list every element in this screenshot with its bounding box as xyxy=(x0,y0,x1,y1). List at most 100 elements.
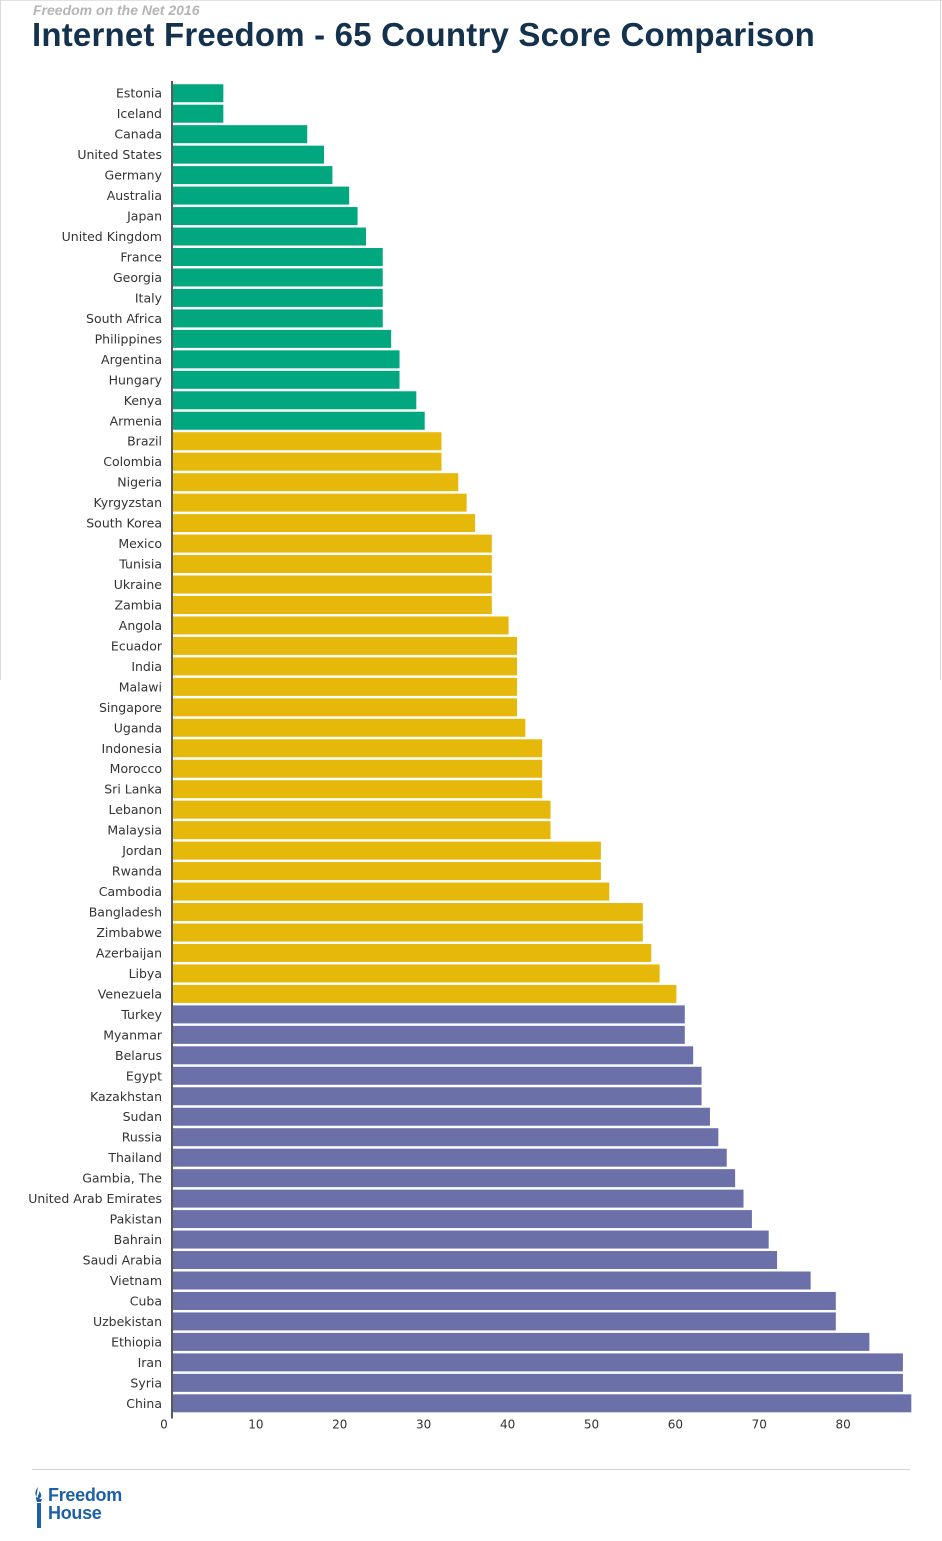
category-label-21: South Korea xyxy=(86,516,162,531)
bar-8 xyxy=(173,247,383,266)
bar-21 xyxy=(173,514,476,533)
bar-52 xyxy=(173,1148,727,1167)
bar-60 xyxy=(173,1312,836,1331)
category-label-27: Ecuador xyxy=(111,638,163,653)
bar-12 xyxy=(173,329,392,348)
bar-37 xyxy=(173,841,601,860)
category-label-13: Argentina xyxy=(101,352,162,367)
category-label-32: Indonesia xyxy=(102,741,162,756)
category-label-57: Saudi Arabia xyxy=(83,1253,162,1268)
category-label-43: Libya xyxy=(129,966,162,981)
category-label-0: Estonia xyxy=(116,86,162,101)
freedom-house-logo[interactable]: Freedom House xyxy=(32,1486,122,1530)
category-label-11: South Africa xyxy=(86,311,162,326)
category-label-59: Cuba xyxy=(130,1293,162,1308)
bar-58 xyxy=(173,1271,811,1290)
category-label-38: Rwanda xyxy=(112,864,162,879)
bar-35 xyxy=(173,800,551,819)
bar-32 xyxy=(173,739,543,758)
category-label-63: Syria xyxy=(130,1375,162,1390)
bar-31 xyxy=(173,718,526,737)
bar-2 xyxy=(173,125,308,144)
category-label-41: Zimbabwe xyxy=(96,925,162,940)
bar-48 xyxy=(173,1066,702,1085)
category-label-42: Azerbaijan xyxy=(96,945,162,960)
category-label-48: Egypt xyxy=(126,1068,162,1083)
logo-line-2: House xyxy=(48,1503,102,1523)
bar-23 xyxy=(173,555,492,574)
x-tick-label-5: 50 xyxy=(584,1418,599,1432)
x-tick-label-2: 20 xyxy=(332,1418,347,1432)
bar-44 xyxy=(173,984,677,1003)
category-label-33: Morocco xyxy=(110,761,162,776)
bar-3 xyxy=(173,145,325,164)
frame-right-border xyxy=(940,0,941,680)
x-tick-label-6: 60 xyxy=(668,1418,683,1432)
bar-17 xyxy=(173,432,442,451)
category-label-51: Russia xyxy=(122,1130,162,1145)
category-label-52: Thailand xyxy=(107,1150,162,1165)
chart-title: Internet Freedom - 65 Country Score Comp… xyxy=(32,16,816,53)
category-label-9: Georgia xyxy=(113,270,162,285)
bar-10 xyxy=(173,288,383,307)
torch-icon xyxy=(35,1487,42,1528)
bar-51 xyxy=(173,1128,719,1147)
category-label-28: India xyxy=(131,659,162,674)
bar-47 xyxy=(173,1046,694,1065)
bar-chart: Estonia Iceland Canada United States Germany… xyxy=(28,81,912,1432)
bar-16 xyxy=(173,411,425,430)
logo-line-1: Freedom xyxy=(48,1485,122,1505)
bar-46 xyxy=(173,1025,685,1044)
bar-62 xyxy=(173,1353,903,1372)
category-label-22: Mexico xyxy=(118,536,162,551)
x-tick-label-0: 0 xyxy=(160,1418,168,1432)
category-label-53: Gambia, The xyxy=(82,1171,162,1186)
bar-20 xyxy=(173,493,467,512)
category-label-23: Tunisia xyxy=(118,557,162,572)
x-tick-label-7: 70 xyxy=(752,1418,767,1432)
category-label-24: Ukraine xyxy=(114,577,163,592)
bar-61 xyxy=(173,1332,870,1351)
bar-28 xyxy=(173,657,517,676)
category-label-8: France xyxy=(120,249,162,264)
category-label-46: Myanmar xyxy=(103,1027,163,1042)
bar-40 xyxy=(173,903,643,922)
frame-left-border xyxy=(0,0,1,680)
bar-49 xyxy=(173,1087,702,1106)
bar-25 xyxy=(173,595,492,614)
report-kicker: Freedom on the Net 2016 xyxy=(33,2,200,18)
category-label-61: Ethiopia xyxy=(111,1334,162,1349)
bar-56 xyxy=(173,1230,769,1249)
category-label-45: Turkey xyxy=(120,1007,162,1022)
x-tick-label-3: 30 xyxy=(416,1418,431,1432)
x-tick-label-4: 40 xyxy=(500,1418,515,1432)
category-label-20: Kyrgyzstan xyxy=(94,495,163,510)
category-label-31: Uganda xyxy=(114,720,162,735)
category-label-26: Angola xyxy=(119,618,162,633)
bar-7 xyxy=(173,227,366,246)
bar-57 xyxy=(173,1251,778,1270)
category-label-39: Cambodia xyxy=(99,884,162,899)
category-label-7: United Kingdom xyxy=(62,229,162,244)
category-label-1: Iceland xyxy=(117,106,162,121)
bar-1 xyxy=(173,104,224,123)
bar-53 xyxy=(173,1169,736,1188)
category-label-34: Sri Lanka xyxy=(104,782,162,797)
bar-50 xyxy=(173,1107,710,1126)
category-label-3: United States xyxy=(77,147,162,162)
category-label-15: Kenya xyxy=(124,393,162,408)
category-label-62: Iran xyxy=(138,1355,162,1370)
category-label-60: Uzbekistan xyxy=(93,1314,162,1329)
category-label-56: Bahrain xyxy=(114,1232,162,1247)
bar-30 xyxy=(173,698,517,717)
bar-14 xyxy=(173,370,400,389)
category-label-17: Brazil xyxy=(127,434,162,449)
category-label-4: Germany xyxy=(105,168,163,183)
bar-54 xyxy=(173,1189,744,1208)
bar-5 xyxy=(173,186,350,205)
footer-divider xyxy=(32,1469,910,1470)
bar-45 xyxy=(173,1005,685,1024)
bar-42 xyxy=(173,943,652,962)
category-label-50: Sudan xyxy=(123,1109,162,1124)
category-label-16: Armenia xyxy=(110,413,162,428)
